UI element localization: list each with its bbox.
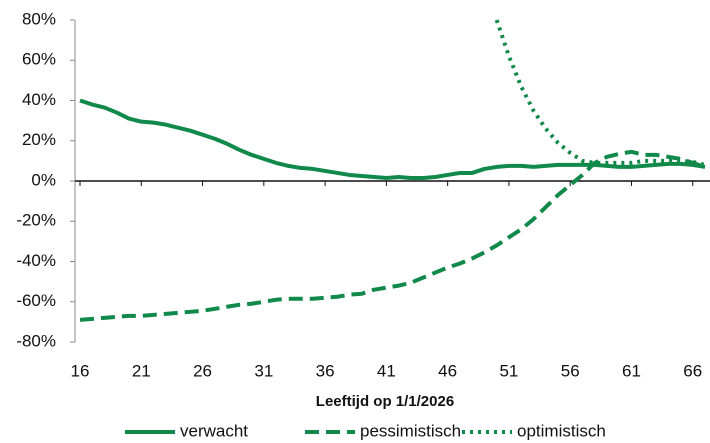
x-tick-label: 21: [132, 361, 151, 380]
x-tick-label: 16: [71, 361, 90, 380]
x-tick-label: 66: [683, 361, 702, 380]
y-tick-label: -60%: [16, 291, 56, 310]
y-tick-label: 0%: [31, 170, 56, 189]
legend-label: optimistisch: [517, 421, 606, 440]
x-tick-label: 56: [561, 361, 580, 380]
x-tick-label: 51: [499, 361, 518, 380]
x-tick-label: 46: [438, 361, 457, 380]
y-tick-label: 40%: [22, 90, 56, 109]
y-tick-label: -80%: [16, 331, 56, 350]
x-tick-label: 26: [193, 361, 212, 380]
series-line: [79, 98, 706, 180]
x-tick-label: 61: [622, 361, 641, 380]
series-line: [494, 19, 706, 167]
y-tick-label: -20%: [16, 211, 56, 230]
x-tick-label: 36: [316, 361, 335, 380]
y-tick-label: 60%: [22, 50, 56, 69]
y-tick-label: 80%: [22, 9, 56, 28]
y-tick-label: -40%: [16, 251, 56, 270]
legend-label: verwacht: [180, 421, 248, 440]
legend-label: pessimistisch: [360, 421, 461, 440]
x-axis-title: Leeftijd op 1/1/2026: [316, 393, 454, 410]
x-tick-label: 41: [377, 361, 396, 380]
x-tick-label: 31: [254, 361, 273, 380]
y-tick-label: 20%: [22, 130, 56, 149]
